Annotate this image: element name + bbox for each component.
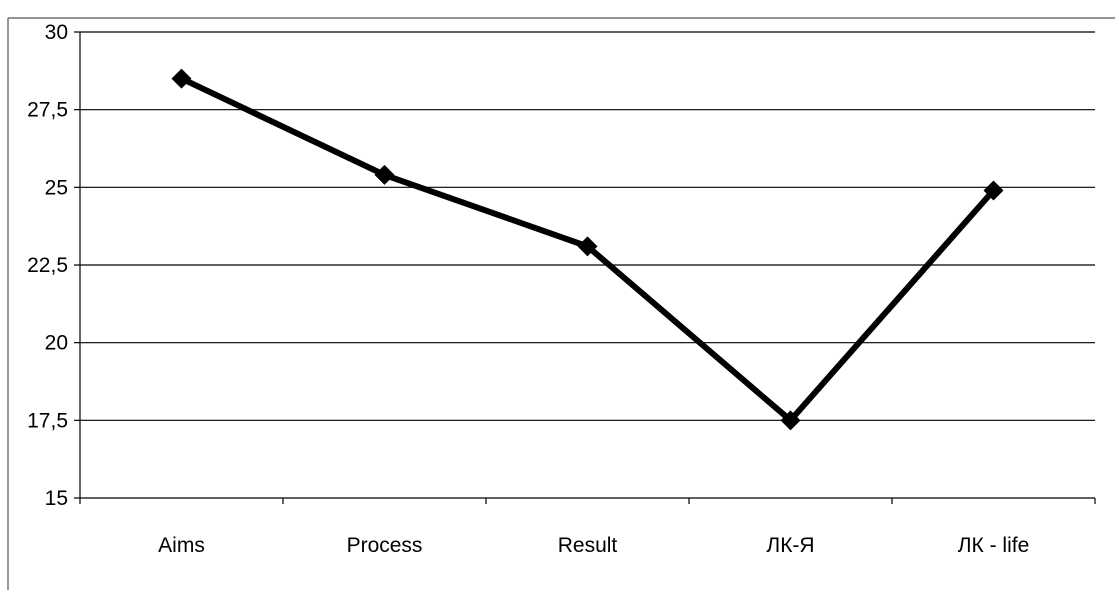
y-tick-labels: 15 17,5 20 22,5 25 27,5 30 xyxy=(27,21,68,510)
data-point-marker xyxy=(171,68,192,89)
data-point-marker xyxy=(374,164,395,185)
x-tick-label: Result xyxy=(558,534,618,557)
y-tick-label: 30 xyxy=(45,21,68,44)
data-point-marker xyxy=(577,236,598,257)
y-tick-label: 15 xyxy=(45,487,68,510)
y-tick-label: 17,5 xyxy=(27,409,68,432)
series xyxy=(171,68,1004,431)
axes xyxy=(74,31,1096,504)
x-tick-label: ЛК-Я xyxy=(766,534,814,557)
x-tick-label: ЛК - life xyxy=(958,534,1030,557)
chart-frame xyxy=(7,17,1115,590)
data-point-marker xyxy=(983,180,1004,201)
x-tick-labels: Aims Process Result ЛК-Я ЛК - life xyxy=(158,534,1029,557)
y-tick-label: 20 xyxy=(45,332,68,355)
y-tick-label: 27,5 xyxy=(27,99,68,122)
gridlines xyxy=(80,31,1095,421)
x-tick-label: Process xyxy=(347,534,423,557)
x-tick-label: Aims xyxy=(158,534,205,557)
y-tick-label: 25 xyxy=(45,176,68,199)
y-tick-label: 22,5 xyxy=(27,254,68,277)
data-point-marker xyxy=(780,410,801,431)
